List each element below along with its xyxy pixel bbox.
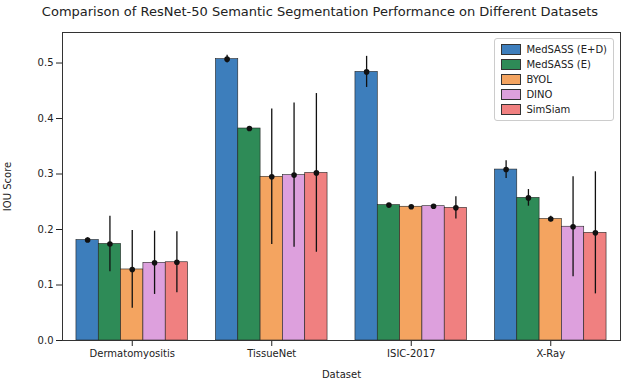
svg-text:0.1: 0.1 [38, 279, 54, 290]
svg-text:Dataset: Dataset [322, 369, 361, 380]
html-text:MedSASS (E): MedSASS (E) [526, 59, 591, 70]
svg-text:IOU Score: IOU Score [2, 162, 13, 211]
html-text:DINO: DINO [526, 89, 553, 100]
svg-text:0.0: 0.0 [38, 335, 54, 346]
svg-text:Dermatomyositis: Dermatomyositis [90, 348, 175, 359]
svg-text:ISIC-2017: ISIC-2017 [387, 348, 435, 359]
svg-text:0.5: 0.5 [38, 57, 54, 68]
svg-text:X-Ray: X-Ray [536, 348, 565, 359]
html-text:BYOL: BYOL [526, 74, 552, 85]
svg-text:0.3: 0.3 [38, 168, 54, 179]
svg-text:TissueNet: TissueNet [246, 348, 296, 359]
svg-text:0.4: 0.4 [38, 113, 54, 124]
html-text:SimSiam: SimSiam [526, 104, 571, 115]
svg-text:0.2: 0.2 [38, 224, 54, 235]
html-text:Comparison of ResNet-50 Semant: Comparison of ResNet-50 Semantic Segment… [41, 4, 599, 19]
html-text:MedSASS (E+D): MedSASS (E+D) [526, 44, 607, 55]
